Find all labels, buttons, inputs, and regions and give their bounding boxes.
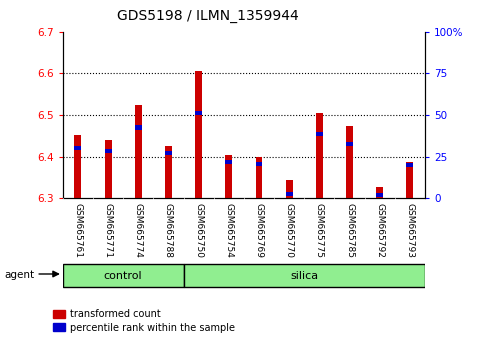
Bar <box>346 126 353 198</box>
Bar <box>195 72 202 198</box>
Bar <box>407 163 413 167</box>
Bar <box>184 264 425 287</box>
Bar <box>316 113 323 198</box>
Bar <box>346 142 353 146</box>
Bar <box>195 111 202 115</box>
Bar <box>135 105 142 198</box>
Bar <box>256 162 262 166</box>
Text: silica: silica <box>290 271 318 281</box>
Text: GSM665771: GSM665771 <box>103 204 113 258</box>
Bar <box>74 146 81 150</box>
Text: GSM665792: GSM665792 <box>375 204 384 258</box>
Text: GSM665761: GSM665761 <box>73 204 83 258</box>
Text: GSM665769: GSM665769 <box>255 204 264 258</box>
Bar <box>165 146 172 198</box>
Bar <box>63 264 184 287</box>
Text: GSM665750: GSM665750 <box>194 204 203 258</box>
Text: GSM665788: GSM665788 <box>164 204 173 258</box>
Text: agent: agent <box>5 270 35 280</box>
Text: control: control <box>104 271 142 281</box>
Bar <box>286 192 293 196</box>
Bar <box>376 193 383 197</box>
Bar <box>256 156 262 198</box>
Bar <box>105 140 112 198</box>
Bar <box>226 155 232 198</box>
Text: GSM665785: GSM665785 <box>345 204 354 258</box>
Bar <box>226 160 232 164</box>
Text: GSM665774: GSM665774 <box>134 204 143 258</box>
Text: GSM665775: GSM665775 <box>315 204 324 258</box>
Text: GSM665793: GSM665793 <box>405 204 414 258</box>
Text: GDS5198 / ILMN_1359944: GDS5198 / ILMN_1359944 <box>117 9 298 23</box>
Legend: transformed count, percentile rank within the sample: transformed count, percentile rank withi… <box>53 309 235 333</box>
Bar <box>165 151 172 155</box>
Bar <box>407 162 413 198</box>
Bar <box>286 179 293 198</box>
Text: GSM665754: GSM665754 <box>224 204 233 258</box>
Bar <box>316 132 323 136</box>
Text: GSM665770: GSM665770 <box>284 204 294 258</box>
Bar <box>135 125 142 130</box>
Bar <box>74 135 81 198</box>
Bar <box>105 149 112 153</box>
Bar <box>376 187 383 198</box>
